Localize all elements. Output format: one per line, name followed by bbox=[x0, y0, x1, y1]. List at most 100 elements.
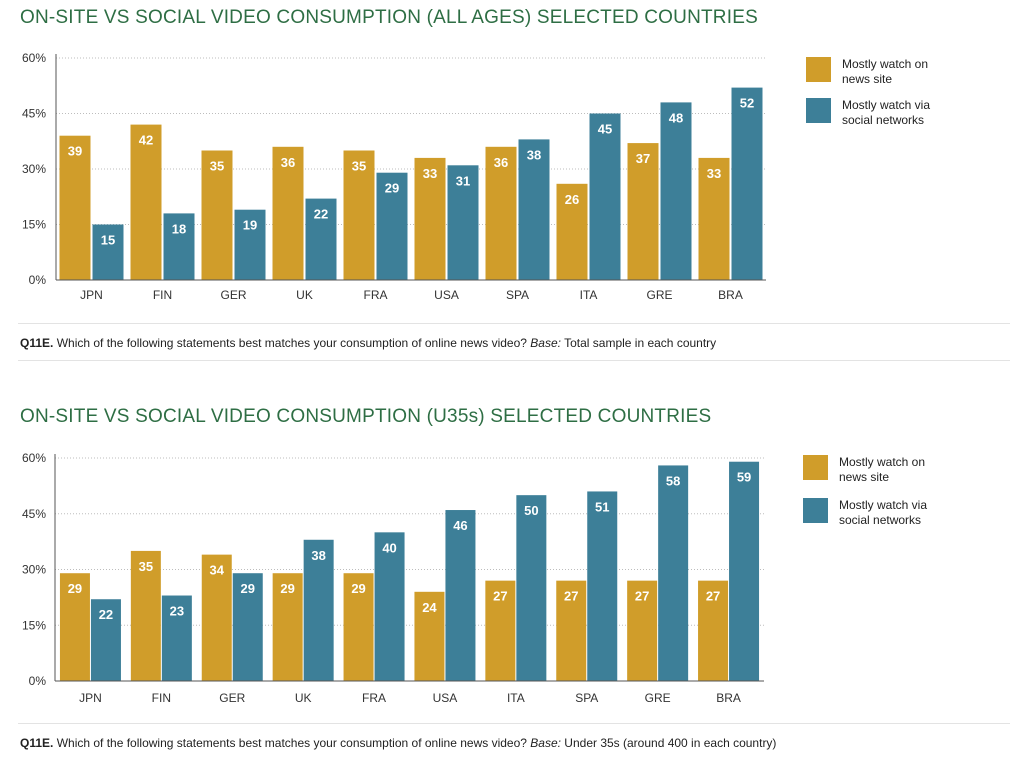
bar-value-label: 24 bbox=[422, 600, 437, 615]
bar-social bbox=[729, 461, 760, 681]
footnote-text: Which of the following statements best m… bbox=[53, 336, 531, 350]
bar-social bbox=[447, 165, 479, 280]
x-tick-label: JPN bbox=[79, 691, 102, 705]
y-tick-label: 15% bbox=[22, 218, 46, 232]
divider bbox=[18, 360, 1010, 361]
bar-social bbox=[234, 209, 266, 280]
x-tick-label: ITA bbox=[580, 288, 598, 302]
bar-value-label: 42 bbox=[139, 133, 153, 148]
bar-value-label: 31 bbox=[456, 173, 470, 188]
x-tick-label: UK bbox=[296, 288, 313, 302]
legend-label: Mostly watch via social networks bbox=[842, 98, 931, 127]
bar-value-label: 46 bbox=[453, 518, 467, 533]
bar-news-site bbox=[485, 580, 516, 681]
bar-value-label: 38 bbox=[527, 147, 541, 162]
y-tick-label: 0% bbox=[29, 273, 47, 287]
x-tick-label: USA bbox=[434, 288, 459, 302]
bar-news-site bbox=[627, 580, 658, 681]
bar-news-site bbox=[414, 591, 445, 681]
footnote-base-text: Under 35s (around 400 in each country) bbox=[560, 736, 777, 750]
x-tick-label: GRE bbox=[645, 691, 671, 705]
x-tick-label: FIN bbox=[152, 691, 171, 705]
chart-title: ON-SITE VS SOCIAL VIDEO CONSUMPTION (U35… bbox=[20, 406, 712, 427]
bar-value-label: 29 bbox=[385, 181, 399, 196]
x-tick-label: BRA bbox=[718, 288, 743, 302]
bar-value-label: 18 bbox=[172, 221, 186, 236]
bar-news-site bbox=[698, 157, 730, 280]
x-tick-label: FIN bbox=[153, 288, 172, 302]
bar-value-label: 15 bbox=[101, 233, 115, 248]
bar-news-site bbox=[130, 550, 161, 681]
bar-value-label: 51 bbox=[595, 499, 609, 514]
y-tick-label: 0% bbox=[29, 674, 47, 688]
bar-social bbox=[518, 139, 550, 280]
x-tick-label: SPA bbox=[506, 288, 529, 302]
bar-value-label: 23 bbox=[170, 604, 184, 619]
bar-social bbox=[303, 539, 334, 681]
bar-value-label: 29 bbox=[351, 581, 365, 596]
bar-social bbox=[589, 113, 621, 280]
bar-news-site bbox=[556, 183, 588, 280]
bar-value-label: 27 bbox=[564, 589, 578, 604]
bar-news-site bbox=[414, 157, 446, 280]
bar-social bbox=[658, 465, 689, 681]
bar-news-site bbox=[272, 573, 303, 681]
bar-value-label: 58 bbox=[666, 473, 680, 488]
x-tick-label: BRA bbox=[716, 691, 741, 705]
footnote-base-label: Base: bbox=[530, 736, 561, 750]
x-tick-label: USA bbox=[433, 691, 458, 705]
bar-value-label: 22 bbox=[99, 607, 113, 622]
bar-news-site bbox=[627, 143, 659, 280]
bar-value-label: 29 bbox=[280, 581, 294, 596]
legend-label: Mostly watch on news site bbox=[839, 455, 926, 484]
bar-news-site bbox=[201, 150, 233, 280]
bar-social bbox=[232, 573, 263, 681]
bar-value-label: 27 bbox=[635, 589, 649, 604]
legend-item-social: Mostly watch via social networks bbox=[806, 98, 986, 130]
x-tick-label: ITA bbox=[507, 691, 525, 705]
bar-value-label: 29 bbox=[68, 581, 82, 596]
bar-social bbox=[161, 595, 192, 681]
footnote-question-id: Q11E. bbox=[20, 736, 54, 750]
bar-news-site bbox=[343, 573, 374, 681]
bar-value-label: 19 bbox=[243, 218, 257, 233]
chart-footnote: Q11E. Which of the following statements … bbox=[20, 736, 776, 750]
bar-value-label: 33 bbox=[707, 166, 721, 181]
x-tick-label: JPN bbox=[80, 288, 103, 302]
bar-social bbox=[660, 102, 692, 281]
bar-value-label: 27 bbox=[706, 589, 720, 604]
bar-value-label: 33 bbox=[423, 166, 437, 181]
legend-label: Mostly watch via social networks bbox=[839, 498, 928, 527]
bar-value-label: 52 bbox=[740, 96, 754, 111]
bar-value-label: 40 bbox=[382, 540, 396, 555]
bar-value-label: 39 bbox=[68, 144, 82, 159]
bar-social bbox=[376, 172, 408, 280]
bar-value-label: 36 bbox=[281, 155, 295, 170]
footnote-question-id: Q11E. bbox=[20, 336, 54, 350]
divider bbox=[18, 323, 1010, 324]
footnote-text: Which of the following statements best m… bbox=[53, 736, 531, 750]
legend-swatch-news-site bbox=[803, 455, 828, 480]
footnote-base-label: Base: bbox=[530, 336, 561, 350]
legend-item-news-site: Mostly watch on news site bbox=[806, 57, 986, 89]
bar-news-site bbox=[130, 124, 162, 280]
x-tick-label: GER bbox=[219, 691, 245, 705]
bar-value-label: 35 bbox=[139, 559, 153, 574]
x-tick-label: GRE bbox=[646, 288, 672, 302]
divider bbox=[18, 723, 1010, 724]
bar-social bbox=[92, 224, 124, 280]
bar-news-site bbox=[485, 146, 517, 280]
footnote-base-text: Total sample in each country bbox=[560, 336, 717, 350]
y-tick-label: 60% bbox=[22, 451, 46, 465]
chart-footnote: Q11E. Which of the following statements … bbox=[20, 336, 716, 350]
x-tick-label: SPA bbox=[575, 691, 598, 705]
bar-value-label: 45 bbox=[598, 122, 612, 137]
y-tick-label: 30% bbox=[22, 563, 46, 577]
bar-news-site bbox=[59, 135, 91, 280]
bar-value-label: 48 bbox=[669, 110, 683, 125]
bar-value-label: 35 bbox=[210, 159, 224, 174]
chart-all-ages: 0% 15% 30% 45% 60% 39 15 JPN 42 18 FIN 35 19 GER 36 22 U… bbox=[22, 51, 766, 302]
bar-news-site bbox=[272, 146, 304, 280]
bar-social bbox=[163, 213, 195, 280]
bar-social bbox=[516, 495, 547, 681]
